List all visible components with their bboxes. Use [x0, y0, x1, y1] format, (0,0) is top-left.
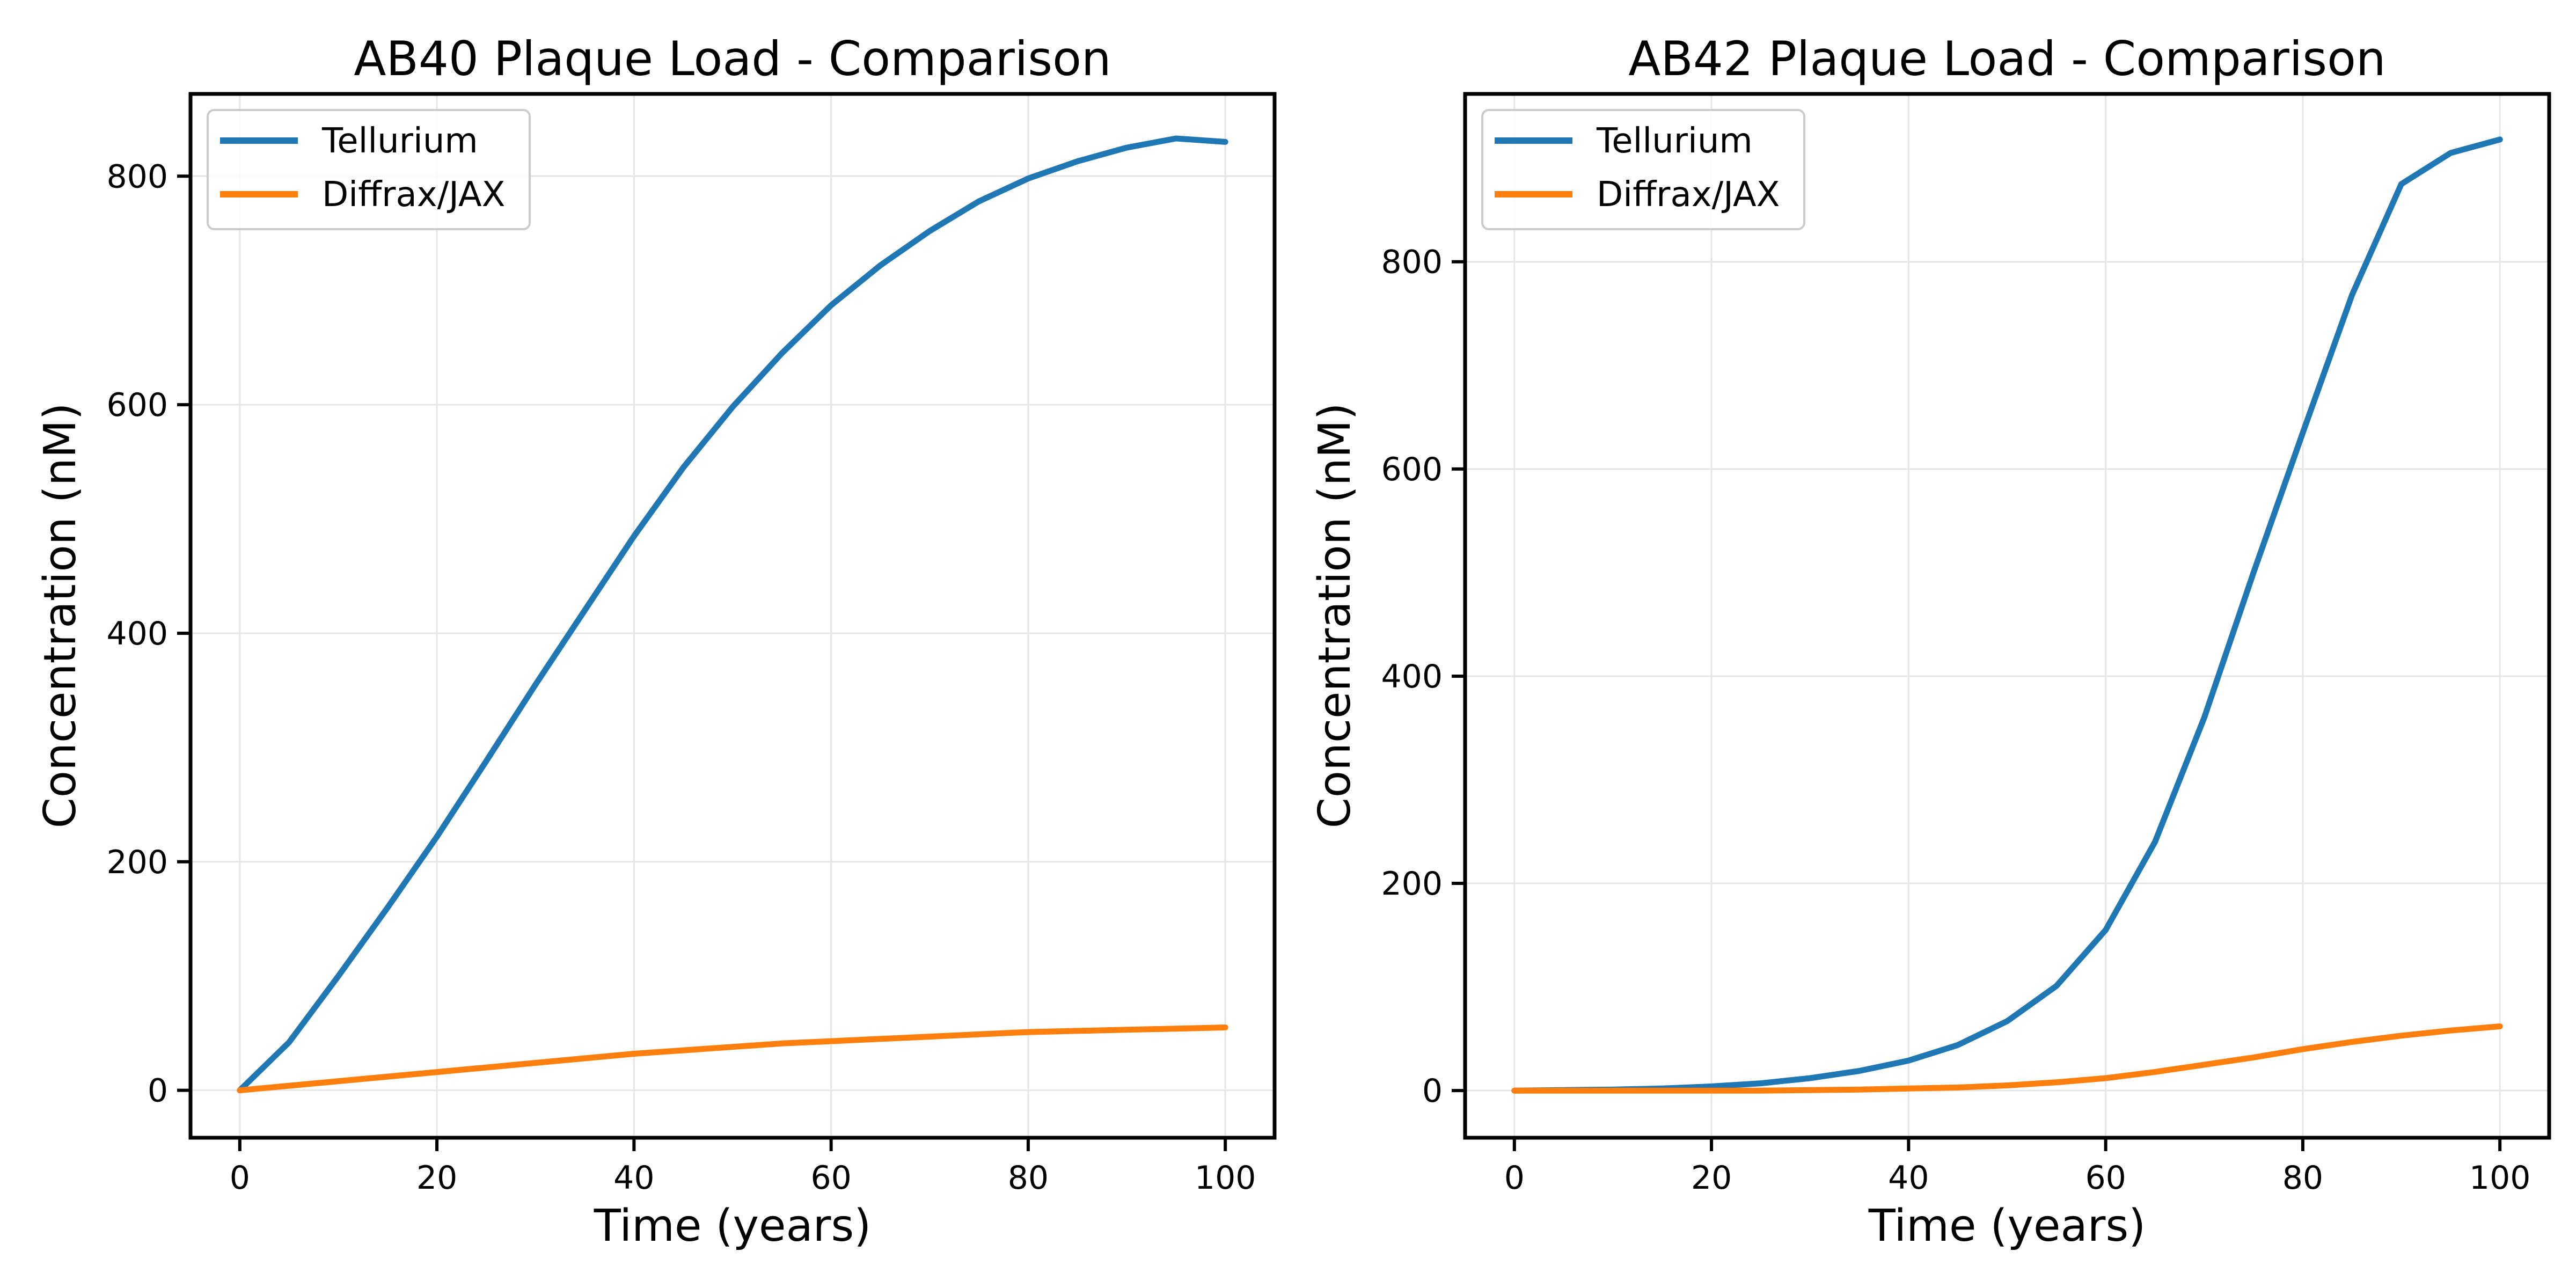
series-line-tellurium	[237, 135, 1228, 1094]
x-tick-label: 0	[230, 1159, 250, 1197]
chart-title: AB42 Plaque Load - Comparison	[1628, 31, 2385, 86]
legend-label-diffrax: Diffrax/JAX	[322, 175, 506, 215]
x-tick-label: 60	[810, 1159, 851, 1197]
y-axis-label: Concentration (nM)	[1309, 403, 1360, 829]
y-axis-label: Concentration (nM)	[35, 403, 86, 829]
x-ticks: 0 20 40 60 80 100	[230, 1138, 1256, 1197]
x-tick-label: 20	[1691, 1159, 1732, 1197]
y-tick-label: 800	[106, 158, 168, 195]
x-tick-label: 40	[1888, 1159, 1929, 1197]
chart-title: AB40 Plaque Load - Comparison	[354, 31, 1111, 86]
x-tick-label: 80	[1008, 1159, 1049, 1197]
y-tick-label: 800	[1381, 244, 1443, 281]
y-tick-label: 0	[148, 1072, 168, 1110]
ab40-panel: AB40 Plaque Load - Comparison 0 20 40 60 80 1…	[35, 31, 1277, 1252]
ab42-panel: AB42 Plaque Load - Comparison 0 20 40 60 80 1…	[1309, 31, 2551, 1252]
legend: Tellurium Diffrax/JAX	[207, 109, 531, 230]
gridlines	[191, 94, 1275, 1138]
x-tick-label: 40	[613, 1159, 654, 1197]
series-line-diffrax-jax	[1511, 1023, 2503, 1094]
y-ticks: 0 200 400 600 800	[1381, 244, 1465, 1110]
y-tick-label: 200	[106, 844, 168, 881]
y-tick-label: 600	[1381, 451, 1443, 488]
series-lines	[1511, 136, 2503, 1094]
x-ticks: 0 20 40 60 80 100	[1504, 1138, 2531, 1197]
legend: Tellurium Diffrax/JAX	[1481, 109, 1805, 230]
y-ticks: 0 200 400 600 800	[106, 158, 191, 1110]
series-line-diffrax-jax	[237, 1024, 1228, 1094]
series-lines	[237, 135, 1228, 1094]
x-tick-label: 100	[1195, 1159, 1256, 1197]
x-tick-label: 0	[1504, 1159, 1525, 1197]
x-axis-label: Time (years)	[594, 1201, 871, 1252]
legend-label-tellurium: Tellurium	[1596, 121, 1753, 161]
y-tick-label: 0	[1422, 1072, 1443, 1110]
legend-label-tellurium: Tellurium	[321, 121, 478, 161]
y-tick-label: 600	[106, 386, 168, 424]
x-tick-label: 60	[2085, 1159, 2126, 1197]
axes-frame	[1463, 92, 2551, 1140]
x-tick-label: 80	[2282, 1159, 2323, 1197]
y-tick-label: 200	[1381, 865, 1443, 903]
y-tick-label: 400	[106, 615, 168, 653]
legend-label-diffrax: Diffrax/JAX	[1597, 175, 1780, 215]
x-tick-label: 100	[2469, 1159, 2531, 1197]
y-tick-label: 400	[1381, 658, 1443, 696]
axes-frame	[188, 92, 1277, 1140]
x-tick-label: 20	[416, 1159, 457, 1197]
x-axis-label: Time (years)	[1868, 1201, 2146, 1252]
